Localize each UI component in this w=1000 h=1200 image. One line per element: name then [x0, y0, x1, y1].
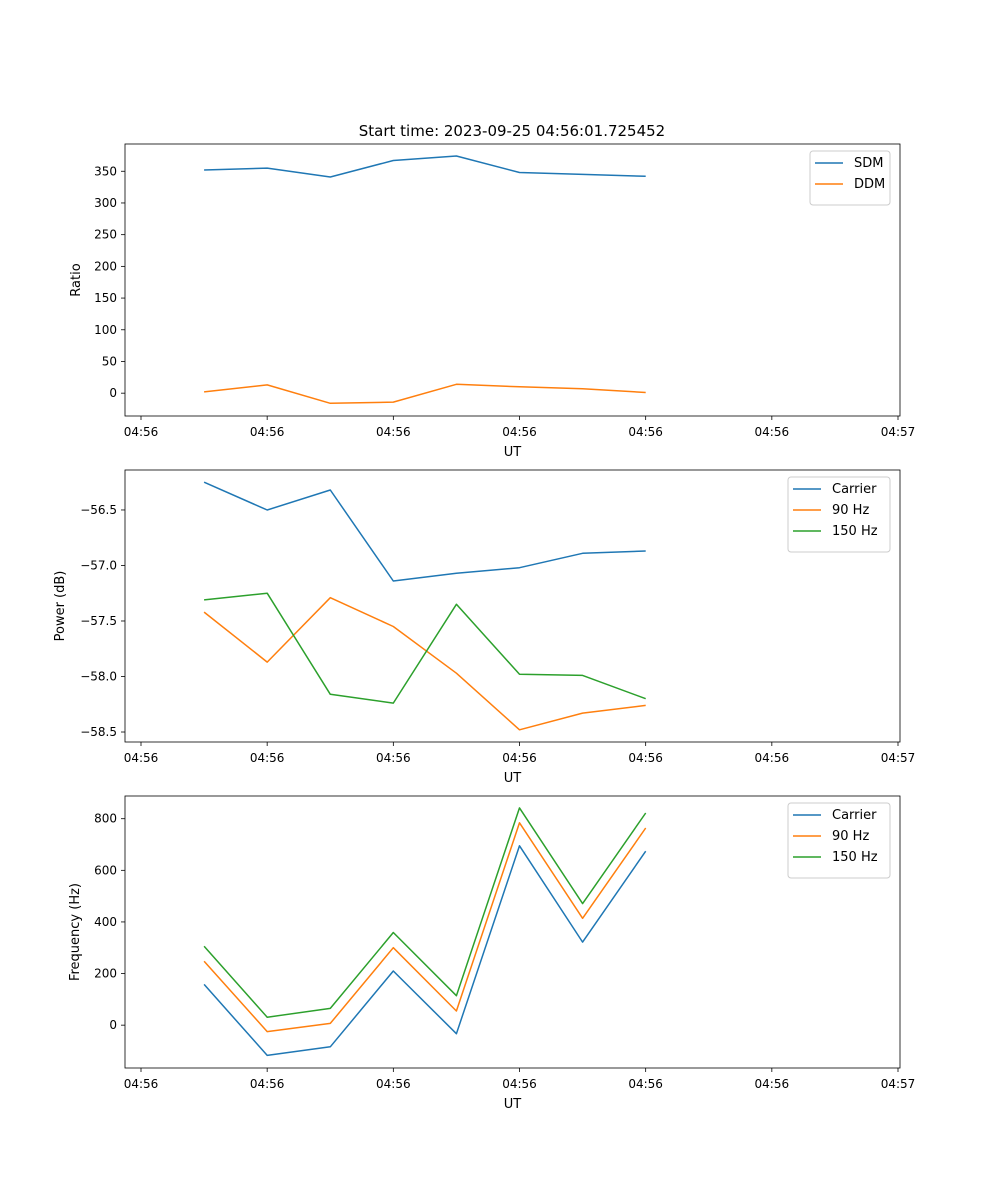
chart-panel-2: 04:56 04:56 04:56 04:56 04:56 04:56 04:57 −58.5…: [53, 469, 916, 786]
y-tick-label: −57.0: [80, 558, 117, 572]
x-tick-label: 04:56: [250, 425, 285, 439]
chart-panel-1: 04:56 04:56 04:56 04:56 04:56 04:56 04:57 0 50 10…: [69, 143, 916, 460]
legend-label: 90 Hz: [832, 829, 869, 844]
y-tick-label: 250: [94, 228, 117, 242]
x-tick-label: 04:56: [376, 1077, 411, 1091]
legend-box: [787, 476, 891, 553]
series-line-carrier: [203, 481, 646, 582]
y-tick-label: −58.5: [80, 725, 117, 739]
y-tick-label: 0: [109, 386, 117, 400]
y-tick-label: 300: [94, 196, 117, 210]
x-tick-label: 04:56: [376, 751, 411, 765]
y-tick-label: 50: [102, 354, 117, 368]
y-axis-label: Frequency (Hz): [68, 883, 83, 981]
legend-label: SDM: [854, 156, 883, 171]
series-line-90-hz: [203, 822, 647, 1033]
y-tick-label: −57.5: [80, 614, 117, 628]
legend: SDM DDM: [809, 150, 891, 206]
y-tick-label: −58.0: [80, 669, 117, 683]
x-tick-label: 04:56: [628, 425, 663, 439]
series-line-ddm: [204, 383, 646, 405]
y-tick-label: 600: [94, 863, 117, 877]
axes-frame: [124, 795, 901, 1069]
x-tick-label: 04:57: [881, 425, 916, 439]
legend-label: 150 Hz: [832, 850, 878, 865]
y-tick-label: 350: [94, 164, 117, 178]
legend: Carrier 90 Hz 150 Hz: [787, 802, 891, 879]
x-tick-label: 04:56: [755, 1077, 790, 1091]
y-tick-label: 200: [94, 259, 117, 273]
axes-frame: [124, 143, 901, 417]
legend-label: DDM: [854, 177, 885, 192]
x-tick-label: 04:56: [124, 751, 159, 765]
x-tick-label: 04:57: [881, 1077, 916, 1091]
legend-box: [787, 802, 891, 879]
series-line-sdm: [204, 155, 646, 178]
x-tick-label: 04:56: [502, 425, 537, 439]
legend-label: 90 Hz: [832, 503, 869, 518]
x-tick-label: 04:56: [250, 1077, 285, 1091]
legend-label: Carrier: [832, 482, 877, 497]
x-tick-label: 04:56: [124, 425, 159, 439]
x-tick-label: 04:56: [376, 425, 411, 439]
y-tick-label: 200: [94, 967, 117, 981]
x-tick-label: 04:56: [502, 751, 537, 765]
series-line-150-hz: [204, 592, 646, 704]
series-line-90-hz: [203, 596, 646, 731]
series-line-150-hz: [203, 807, 647, 1018]
y-axis-label: Power (dB): [53, 571, 68, 642]
y-tick-label: 0: [109, 1018, 117, 1032]
y-axis-label: Ratio: [69, 263, 84, 296]
x-tick-label: 04:56: [628, 751, 663, 765]
chart-panel-3: 04:56 04:56 04:56 04:56 04:56 04:56 04:57 0 200 4…: [68, 795, 916, 1112]
axes-frame: [124, 469, 901, 743]
x-tick-label: 04:56: [124, 1077, 159, 1091]
y-tick-label: 800: [94, 812, 117, 826]
y-tick-label: 100: [94, 323, 117, 337]
x-tick-label: 04:56: [502, 1077, 537, 1091]
x-tick-label: 04:56: [755, 751, 790, 765]
x-axis-label: UT: [504, 771, 522, 786]
y-tick-label: 400: [94, 915, 117, 929]
legend: Carrier 90 Hz 150 Hz: [787, 476, 891, 553]
y-tick-label: 150: [94, 291, 117, 305]
x-axis-label: UT: [504, 445, 522, 460]
series-line-carrier: [203, 845, 647, 1057]
legend-label: 150 Hz: [832, 524, 878, 539]
x-tick-label: 04:56: [755, 425, 790, 439]
legend-box: [809, 150, 891, 206]
x-axis-label: UT: [504, 1097, 522, 1112]
x-tick-label: 04:56: [628, 1077, 663, 1091]
legend-label: Carrier: [832, 808, 877, 823]
y-tick-label: −56.5: [80, 503, 117, 517]
x-tick-label: 04:56: [250, 751, 285, 765]
chart-title: Start time: 2023-09-25 04:56:01.725452: [359, 122, 665, 140]
x-tick-label: 04:57: [881, 751, 916, 765]
